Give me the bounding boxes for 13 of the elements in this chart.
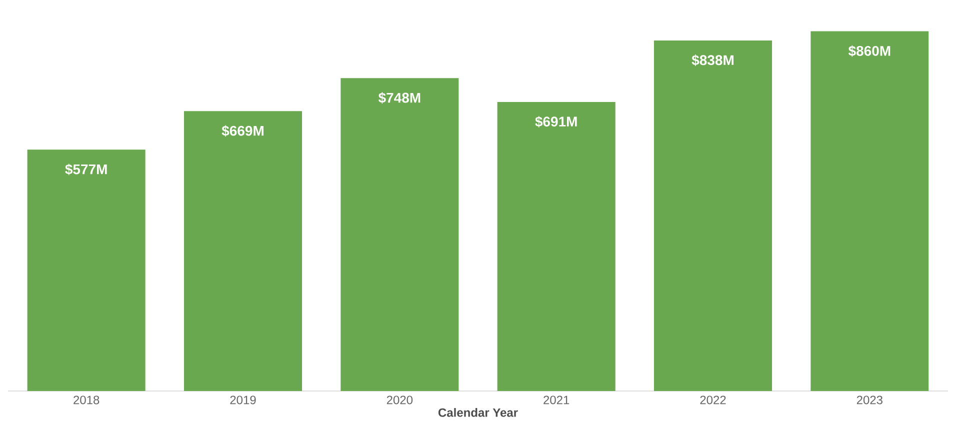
- data-label: $748M: [378, 92, 420, 104]
- data-label: $669M: [222, 125, 264, 137]
- data-label: $577M: [65, 164, 107, 176]
- x-tick-label: 2022: [700, 396, 726, 404]
- data-label: $860M: [848, 45, 890, 57]
- x-tick-label: 2019: [230, 396, 256, 404]
- x-tick-label: 2023: [856, 396, 882, 404]
- data-label: $691M: [535, 116, 577, 128]
- x-tick-label: 2020: [386, 396, 413, 404]
- x-tick-label: 2018: [74, 396, 100, 404]
- data-label: $838M: [692, 54, 734, 66]
- x-axis-title: Calendar Year: [438, 408, 518, 417]
- x-tick-label: 2021: [544, 396, 570, 404]
